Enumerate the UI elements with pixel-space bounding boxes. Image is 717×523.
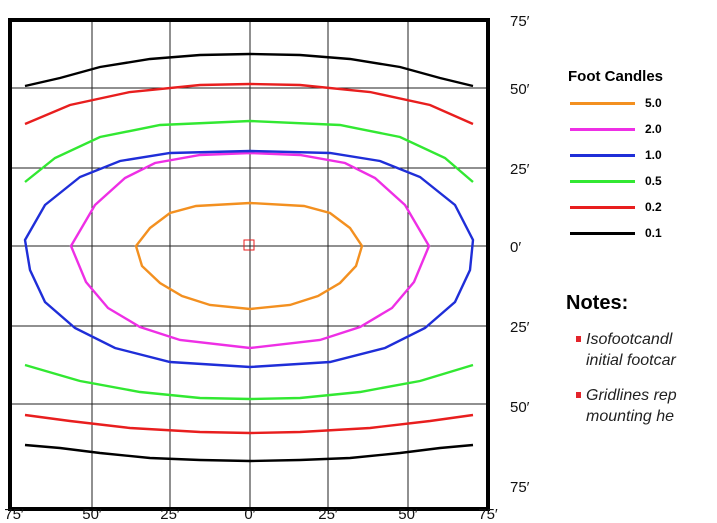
legend: Foot Candles 5.0 2.0 1.0 0.5 0.2 0.1 bbox=[568, 68, 717, 246]
legend-item: 2.0 bbox=[568, 116, 717, 142]
legend-swatch bbox=[570, 153, 635, 157]
legend-label: 0.5 bbox=[645, 174, 662, 188]
x-axis-labels: 75′ 50′ 25′ 0′ 25′ 50′ 75′ bbox=[4, 506, 498, 523]
legend-item: 0.1 bbox=[568, 220, 717, 246]
contour-2-0 bbox=[69, 151, 431, 350]
legend-label: 0.2 bbox=[645, 200, 662, 214]
isofootcandle-plot: 75′ 50′ 25′ 0′ 25′ 50′ 75′ 75′ 50′ 25′ 0… bbox=[4, 13, 530, 523]
y-axis-labels: 75′ 50′ 25′ 0′ 25′ 50′ 75′ bbox=[510, 13, 530, 496]
gridlines bbox=[10, 20, 488, 509]
luminaire-marker bbox=[243, 239, 255, 251]
y-axis-label: 25′ bbox=[510, 161, 530, 178]
notes-title: Notes: bbox=[566, 292, 629, 314]
legend-swatch bbox=[570, 101, 635, 105]
x-axis-label: 0′ bbox=[244, 506, 255, 523]
x-axis-label: 75′ bbox=[478, 506, 498, 523]
y-axis-label: 75′ bbox=[510, 479, 530, 496]
contour-0-5-lower bbox=[24, 363, 474, 401]
y-axis-label: 25′ bbox=[510, 319, 530, 336]
legend-item: 1.0 bbox=[568, 142, 717, 168]
plot-border bbox=[8, 18, 490, 511]
x-axis-label: 50′ bbox=[82, 506, 102, 523]
legend-swatch bbox=[570, 231, 635, 235]
y-axis-label: 0′ bbox=[510, 239, 521, 256]
note-line: mounting he bbox=[586, 408, 675, 425]
legend-label: 5.0 bbox=[645, 96, 662, 110]
legend-label: 0.1 bbox=[645, 226, 662, 240]
legend-title: Foot Candles bbox=[568, 68, 664, 85]
contour-5-0 bbox=[134, 201, 364, 311]
legend-swatch bbox=[570, 127, 635, 131]
contour-0-1-upper bbox=[24, 52, 474, 88]
contour-0-2-upper bbox=[24, 82, 474, 126]
legend-item: 0.5 bbox=[568, 168, 717, 194]
x-axis-label: 75′ bbox=[4, 506, 24, 523]
contour-0-5-upper bbox=[24, 119, 474, 183]
legend-swatch bbox=[570, 205, 635, 209]
note-line: Gridlines rep bbox=[586, 387, 677, 404]
legend-item: 5.0 bbox=[568, 90, 717, 116]
bullet-icon bbox=[576, 336, 581, 342]
legend-label: 2.0 bbox=[645, 122, 662, 136]
y-axis-label: 75′ bbox=[510, 13, 530, 30]
isofootcandle-contours bbox=[23, 52, 475, 463]
note-item: Isofootcandl initial footcar bbox=[566, 329, 717, 371]
contour-0-1-lower bbox=[24, 443, 474, 463]
x-axis-label: 50′ bbox=[398, 506, 418, 523]
notes-panel: Notes: Isofootcandl initial footcar Grid… bbox=[566, 292, 717, 441]
y-axis-label: 50′ bbox=[510, 399, 530, 416]
note-line: Isofootcandl bbox=[586, 331, 673, 348]
y-axis-label: 50′ bbox=[510, 81, 530, 98]
contour-1-0 bbox=[23, 149, 475, 369]
legend-item: 0.2 bbox=[568, 194, 717, 220]
legend-swatch bbox=[570, 179, 635, 183]
legend-label: 1.0 bbox=[645, 148, 662, 162]
contour-0-2-lower bbox=[24, 413, 474, 435]
note-line: initial footcar bbox=[586, 352, 676, 369]
x-axis-label: 25′ bbox=[160, 506, 180, 523]
x-axis-label: 25′ bbox=[318, 506, 338, 523]
note-item: Gridlines rep mounting he bbox=[566, 385, 717, 427]
bullet-icon bbox=[576, 392, 581, 398]
